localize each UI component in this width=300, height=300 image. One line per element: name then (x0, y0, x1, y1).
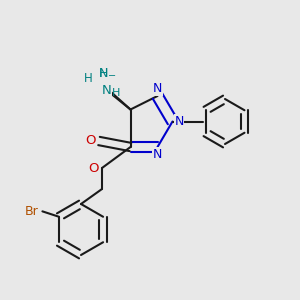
Text: Br: Br (25, 205, 39, 218)
Text: H: H (84, 71, 93, 85)
Text: N: N (153, 148, 162, 161)
Text: H: H (112, 88, 120, 98)
Text: O: O (88, 161, 99, 175)
Text: N: N (99, 67, 108, 80)
Text: N: N (174, 115, 184, 128)
Text: N: N (102, 83, 111, 97)
Text: N: N (153, 82, 162, 95)
Text: O: O (85, 134, 96, 148)
Text: −: − (108, 70, 117, 81)
Text: H: H (99, 67, 108, 80)
